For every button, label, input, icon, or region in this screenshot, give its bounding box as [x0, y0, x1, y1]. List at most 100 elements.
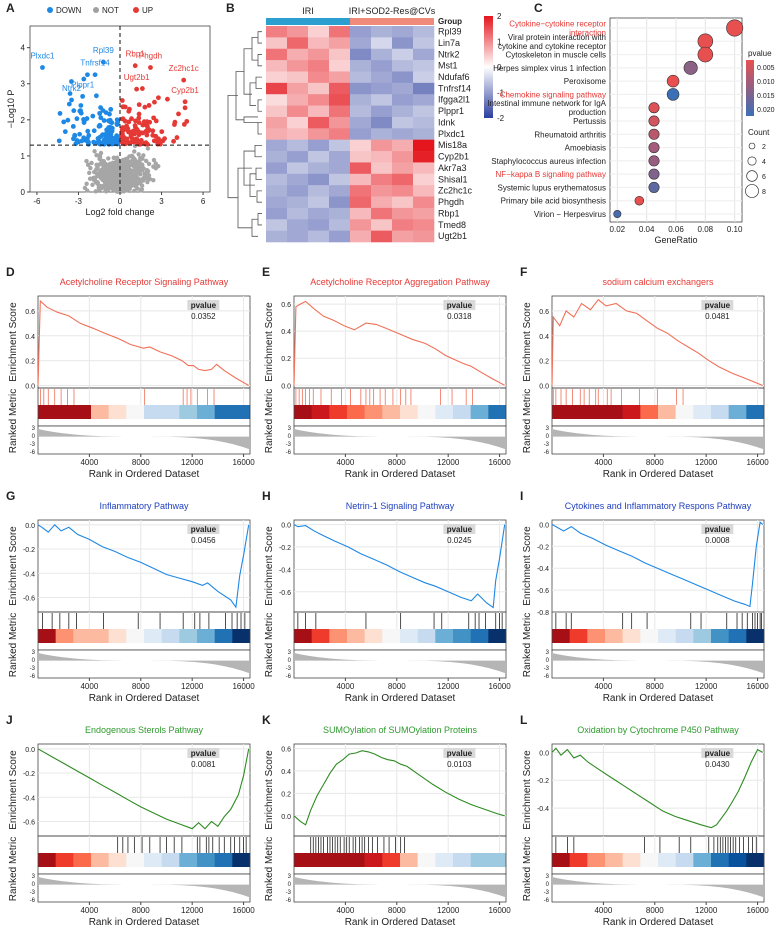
point-not [102, 185, 108, 191]
point-up [172, 119, 178, 125]
y-tick-label: 0.0 [25, 747, 35, 754]
rm-tick-label: -6 [286, 674, 292, 680]
pvalue-label: pvalue [705, 301, 731, 310]
enrichment-curve [37, 299, 249, 386]
es-frame [293, 743, 507, 837]
point-not [128, 178, 133, 184]
ranked-metric-area [38, 877, 250, 898]
rank-color-block [605, 629, 623, 643]
heatmap-cell [287, 128, 309, 140]
row-label: Tmed8 [438, 220, 466, 230]
x-tick-label: 16000 [488, 682, 511, 691]
point-highlight [69, 97, 74, 103]
rank-color-block [470, 853, 489, 867]
row-label: Rbp1 [438, 208, 460, 218]
point-not [120, 187, 125, 193]
point-up [139, 86, 145, 91]
point-not [89, 160, 94, 166]
heatmap-cell [266, 207, 288, 220]
heatmap-cell [308, 82, 330, 95]
point-up [159, 129, 165, 135]
pvalue-value: 0.0456 [191, 536, 216, 545]
heatmap-cell [371, 105, 393, 118]
heatmap-cell [266, 82, 288, 95]
heatmap-cell [329, 116, 351, 129]
rank-color-block [417, 629, 436, 643]
heatmap-cell [329, 60, 351, 72]
y-axis-label: Enrichment Score [8, 526, 19, 606]
row-label: Ifgga2l1 [438, 95, 470, 105]
point-not [85, 162, 91, 168]
color-scale-tick: -2 [497, 114, 505, 123]
pvalue-label: pvalue [705, 525, 731, 534]
heatmap-cell [308, 26, 330, 38]
heatmap-cell [413, 60, 435, 72]
heatmap-cell [350, 71, 372, 84]
row-label: Shisal1 [438, 174, 468, 184]
x-tick-label: 16000 [232, 906, 255, 915]
ranked-metric-area [294, 653, 506, 674]
rm-tick-label: -3 [544, 890, 550, 896]
x-tick-label: 8000 [646, 682, 664, 691]
heatmap-cell [308, 71, 330, 84]
point-not [146, 173, 152, 178]
y-axis-label: Enrichment Score [264, 302, 275, 382]
heatmap-cell [350, 82, 372, 95]
point-down [62, 129, 68, 135]
heatmap-cell [308, 105, 330, 118]
dendrogram-branch [254, 144, 262, 158]
rank-color-block [605, 853, 623, 867]
pvalue-value: 0.0352 [191, 312, 216, 321]
gene-label: Ugt2b1 [124, 73, 150, 82]
rank-color-block [382, 629, 401, 643]
point-down [77, 108, 83, 114]
point-up [142, 104, 148, 110]
point-not [143, 158, 149, 164]
rm-tick-label: 3 [32, 874, 36, 880]
pvalue-label: pvalue [191, 749, 217, 758]
heatmap-cell [266, 151, 288, 163]
heatmap-cell [287, 173, 309, 186]
point-highlight [148, 65, 153, 70]
heatmap-cell [371, 185, 393, 197]
point-not [102, 179, 107, 184]
heatmap-cell [371, 60, 393, 72]
x-tick-label: 12000 [695, 682, 718, 691]
heatmap-cell [413, 139, 435, 152]
rank-color-block [144, 405, 162, 419]
y-tick-label: 0.2 [281, 791, 291, 798]
y-tick-label: 3 [21, 80, 26, 89]
heatmap-cell [350, 207, 372, 220]
heatmap-cell [350, 48, 372, 61]
y-tick-label: 0.2 [25, 359, 35, 366]
x-tick-label: -6 [33, 197, 41, 206]
point-up [147, 119, 153, 125]
point-up [150, 132, 156, 138]
point-highlight [182, 99, 188, 105]
heatmap-cell [266, 230, 288, 243]
pvalue-box [443, 748, 476, 758]
point-highlight [132, 63, 138, 69]
y-axis-label: Enrichment Score [522, 302, 533, 382]
group-legend-title: Group [438, 17, 462, 26]
rank-color-block [38, 853, 56, 867]
heatmap-cell [392, 151, 414, 163]
point-up [134, 139, 140, 145]
gene-label: Plppr1 [71, 80, 95, 89]
heatmap-cell [287, 60, 309, 72]
heatmap-cell [392, 128, 414, 140]
point-down [77, 131, 83, 137]
point-down [103, 138, 109, 143]
term-label: production [569, 108, 606, 117]
rank-color-block [73, 853, 92, 867]
group-bar [266, 18, 350, 25]
point-up [123, 124, 129, 130]
heatmap-cell [287, 185, 309, 197]
point-not [139, 183, 145, 188]
y-tick-label: 1 [21, 152, 26, 161]
panel-letter: F [520, 265, 527, 279]
point-down [100, 132, 106, 138]
point-not [136, 152, 141, 157]
heatmap-cell [329, 26, 351, 38]
rm-tick-label: 0 [546, 882, 550, 888]
